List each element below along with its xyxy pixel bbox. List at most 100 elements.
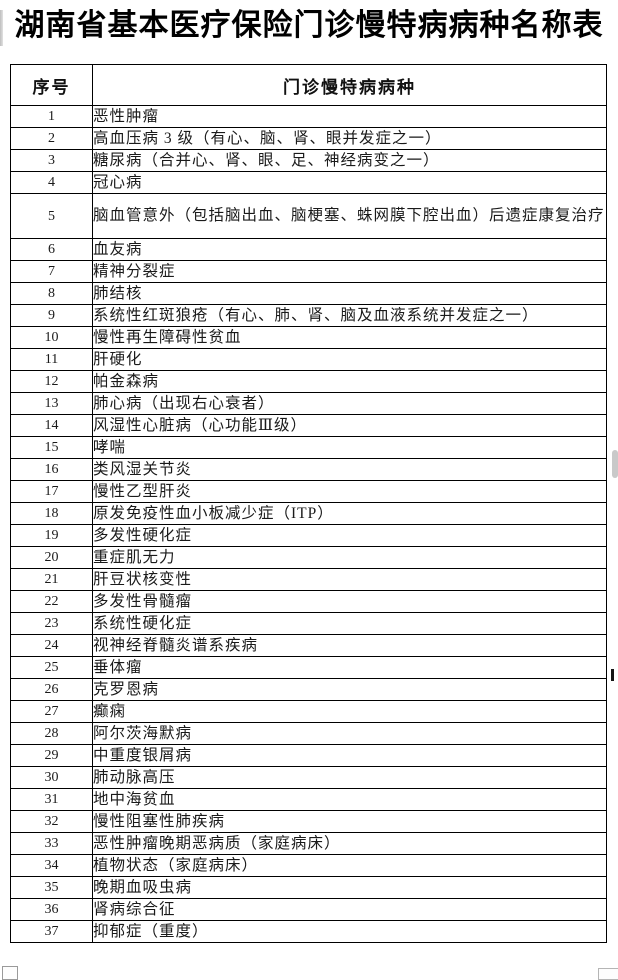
- table-header-row: 序号 门诊慢特病病种: [10, 64, 607, 106]
- table-row: 14 风湿性心脏病（心功能Ⅲ级）: [10, 414, 607, 437]
- row-number: 31: [10, 788, 93, 811]
- disease-name: 视神经脊髓炎谱系疾病: [92, 634, 607, 657]
- row-number: 24: [10, 634, 93, 657]
- disease-name: 阿尔茨海默病: [92, 722, 607, 745]
- bottom-left-page-corner-artifact: [2, 966, 18, 980]
- disease-table: 序号 门诊慢特病病种 1 恶性肿瘤 2 高血压病 3 级（有心、脑、肾、眼并发症…: [10, 64, 607, 943]
- row-number: 15: [10, 436, 93, 459]
- right-edge-cursor-mark: [611, 669, 614, 681]
- disease-name: 精神分裂症: [92, 260, 607, 283]
- table-row: 34 植物状态（家庭病床）: [10, 854, 607, 877]
- table-row: 13 肺心病（出现右心衰者）: [10, 392, 607, 415]
- row-number: 33: [10, 832, 93, 855]
- row-number: 18: [10, 502, 93, 525]
- row-number: 29: [10, 744, 93, 767]
- table-row: 17 慢性乙型肝炎: [10, 480, 607, 503]
- disease-name: 肝豆状核变性: [92, 568, 607, 591]
- disease-name: 垂体瘤: [92, 656, 607, 679]
- row-number: 20: [10, 546, 93, 569]
- disease-name: 血友病: [92, 238, 607, 261]
- table-row: 10 慢性再生障碍性贫血: [10, 326, 607, 349]
- disease-name: 系统性硬化症: [92, 612, 607, 635]
- disease-name: 糖尿病（合并心、肾、眼、足、神经病变之一）: [92, 149, 607, 172]
- table-row: 19 多发性硬化症: [10, 524, 607, 547]
- table-row: 21 肝豆状核变性: [10, 568, 607, 591]
- row-number: 12: [10, 370, 93, 393]
- table-row: 7 精神分裂症: [10, 260, 607, 283]
- disease-name: 肾病综合征: [92, 898, 607, 921]
- row-number: 13: [10, 392, 93, 415]
- table-row: 28 阿尔茨海默病: [10, 722, 607, 745]
- disease-name: 慢性乙型肝炎: [92, 480, 607, 503]
- row-number: 5: [10, 193, 93, 239]
- disease-name: 系统性红斑狼疮（有心、肺、肾、脑及血液系统并发症之一）: [92, 304, 607, 327]
- table-row: 11 肝硬化: [10, 348, 607, 371]
- row-number: 30: [10, 766, 93, 789]
- row-number: 10: [10, 326, 93, 349]
- disease-name: 恶性肿瘤: [92, 105, 607, 128]
- table-row: 33 恶性肿瘤晚期恶病质（家庭病床）: [10, 832, 607, 855]
- disease-name: 多发性骨髓瘤: [92, 590, 607, 613]
- table-row: 4 冠心病: [10, 171, 607, 194]
- disease-name: 脑血管意外（包括脑出血、脑梗塞、蛛网膜下腔出血）后遗症康复治疗: [92, 193, 607, 239]
- disease-name: 克罗恩病: [92, 678, 607, 701]
- table-row: 3 糖尿病（合并心、肾、眼、足、神经病变之一）: [10, 149, 607, 172]
- table-row: 24 视神经脊髓炎谱系疾病: [10, 634, 607, 657]
- row-number: 27: [10, 700, 93, 723]
- row-number: 35: [10, 876, 93, 899]
- row-number: 2: [10, 127, 93, 150]
- table-row: 35 晚期血吸虫病: [10, 876, 607, 899]
- disease-name: 慢性再生障碍性贫血: [92, 326, 607, 349]
- table-row: 15 哮喘: [10, 436, 607, 459]
- column-header-disease: 门诊慢特病病种: [92, 64, 607, 106]
- row-number: 22: [10, 590, 93, 613]
- table-row: 32 慢性阻塞性肺疾病: [10, 810, 607, 833]
- row-number: 16: [10, 458, 93, 481]
- row-number: 6: [10, 238, 93, 261]
- row-number: 1: [10, 105, 93, 128]
- row-number: 36: [10, 898, 93, 921]
- row-number: 28: [10, 722, 93, 745]
- table-row: 27 癫痫: [10, 700, 607, 723]
- disease-name: 植物状态（家庭病床）: [92, 854, 607, 877]
- disease-name: 肺动脉高压: [92, 766, 607, 789]
- row-number: 11: [10, 348, 93, 371]
- disease-name: 类风湿关节炎: [92, 458, 607, 481]
- disease-name: 肺心病（出现右心衰者）: [92, 392, 607, 415]
- row-number: 26: [10, 678, 93, 701]
- disease-name: 中重度银屑病: [92, 744, 607, 767]
- disease-name: 癫痫: [92, 700, 607, 723]
- bottom-right-page-corner-artifact: [598, 968, 618, 980]
- disease-name: 帕金森病: [92, 370, 607, 393]
- disease-name: 重症肌无力: [92, 546, 607, 569]
- table-row: 37 抑郁症（重度）: [10, 920, 607, 943]
- table-row: 18 原发免疫性血小板减少症（ITP）: [10, 502, 607, 525]
- right-edge-scroll-mark: [612, 450, 618, 478]
- table-row: 25 垂体瘤: [10, 656, 607, 679]
- row-number: 17: [10, 480, 93, 503]
- row-number: 4: [10, 171, 93, 194]
- table-row: 36 肾病综合征: [10, 898, 607, 921]
- disease-name: 高血压病 3 级（有心、脑、肾、眼并发症之一）: [92, 127, 607, 150]
- table-row: 20 重症肌无力: [10, 546, 607, 569]
- disease-name: 地中海贫血: [92, 788, 607, 811]
- table-row: 30 肺动脉高压: [10, 766, 607, 789]
- row-number: 7: [10, 260, 93, 283]
- disease-name: 多发性硬化症: [92, 524, 607, 547]
- disease-name: 冠心病: [92, 171, 607, 194]
- disease-name: 慢性阻塞性肺疾病: [92, 810, 607, 833]
- table-row: 31 地中海贫血: [10, 788, 607, 811]
- table-row: 12 帕金森病: [10, 370, 607, 393]
- row-number: 3: [10, 149, 93, 172]
- row-number: 32: [10, 810, 93, 833]
- table-body: 1 恶性肿瘤 2 高血压病 3 级（有心、脑、肾、眼并发症之一） 3 糖尿病（合…: [10, 105, 607, 943]
- disease-name: 哮喘: [92, 436, 607, 459]
- table-row: 16 类风湿关节炎: [10, 458, 607, 481]
- disease-name: 肝硬化: [92, 348, 607, 371]
- row-number: 14: [10, 414, 93, 437]
- table-row: 6 血友病: [10, 238, 607, 261]
- page-title: 湖南省基本医疗保险门诊慢特病病种名称表: [14, 9, 604, 42]
- disease-name: 晚期血吸虫病: [92, 876, 607, 899]
- row-number: 19: [10, 524, 93, 547]
- disease-name: 风湿性心脏病（心功能Ⅲ级）: [92, 414, 607, 437]
